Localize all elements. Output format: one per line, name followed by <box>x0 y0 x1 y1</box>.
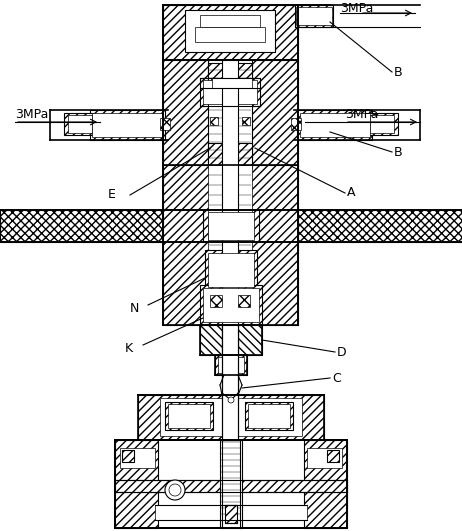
Bar <box>222 60 238 400</box>
Bar <box>242 117 250 125</box>
Bar <box>208 253 254 287</box>
Bar <box>215 355 247 375</box>
Bar <box>160 398 302 436</box>
Bar <box>115 440 347 528</box>
Text: K: K <box>125 341 133 355</box>
Bar <box>208 60 252 168</box>
Bar <box>68 115 92 133</box>
Bar <box>210 117 218 125</box>
Bar <box>307 448 342 468</box>
Bar <box>247 165 298 325</box>
Bar <box>247 60 298 165</box>
Circle shape <box>165 480 185 500</box>
Bar <box>296 7 332 25</box>
Text: E: E <box>108 189 116 201</box>
Bar <box>138 395 324 440</box>
Bar <box>291 118 301 130</box>
Bar <box>208 143 252 165</box>
Bar <box>238 295 250 307</box>
Bar <box>225 505 237 523</box>
Bar <box>205 250 257 290</box>
Text: N: N <box>130 302 140 314</box>
Bar <box>160 118 170 130</box>
Bar <box>297 110 372 140</box>
Text: 3MPa: 3MPa <box>340 2 373 14</box>
Bar <box>122 450 134 462</box>
Bar <box>208 60 252 168</box>
Bar <box>208 63 252 93</box>
Bar <box>248 404 290 428</box>
Text: D: D <box>337 346 346 358</box>
Bar <box>185 10 275 52</box>
Bar <box>200 325 262 355</box>
Bar <box>168 404 210 428</box>
Bar <box>210 295 222 307</box>
Bar <box>195 27 265 42</box>
Bar <box>212 78 252 88</box>
Bar <box>0 210 462 242</box>
Text: A: A <box>347 186 355 200</box>
Text: 3MPa: 3MPa <box>15 108 49 122</box>
Bar <box>200 78 260 106</box>
Bar <box>370 115 394 133</box>
Bar <box>300 113 370 137</box>
Bar <box>222 325 238 440</box>
Bar <box>165 402 213 430</box>
Text: C: C <box>332 372 341 384</box>
Bar <box>208 212 254 240</box>
Bar <box>218 357 244 373</box>
Bar <box>220 440 242 528</box>
Bar <box>90 110 165 140</box>
Bar <box>203 80 257 104</box>
Bar <box>368 113 398 135</box>
Bar <box>203 210 259 242</box>
Bar <box>92 113 162 137</box>
Bar <box>295 5 333 27</box>
Bar <box>163 165 215 325</box>
Circle shape <box>169 484 181 496</box>
Bar <box>208 165 252 325</box>
Bar <box>200 285 262 325</box>
Bar <box>327 450 339 462</box>
Bar <box>64 113 94 135</box>
Bar <box>115 480 347 492</box>
Bar <box>203 288 259 322</box>
Text: 3MPa: 3MPa <box>345 108 378 122</box>
Bar <box>245 402 293 430</box>
Text: B: B <box>394 65 402 79</box>
Bar <box>163 5 298 60</box>
Bar <box>155 505 307 520</box>
Bar <box>115 440 158 528</box>
Bar <box>304 440 347 528</box>
Bar <box>120 448 155 468</box>
Bar <box>200 15 260 27</box>
Circle shape <box>228 397 234 403</box>
Bar <box>205 210 257 242</box>
Bar <box>163 60 215 165</box>
Text: B: B <box>394 145 402 158</box>
